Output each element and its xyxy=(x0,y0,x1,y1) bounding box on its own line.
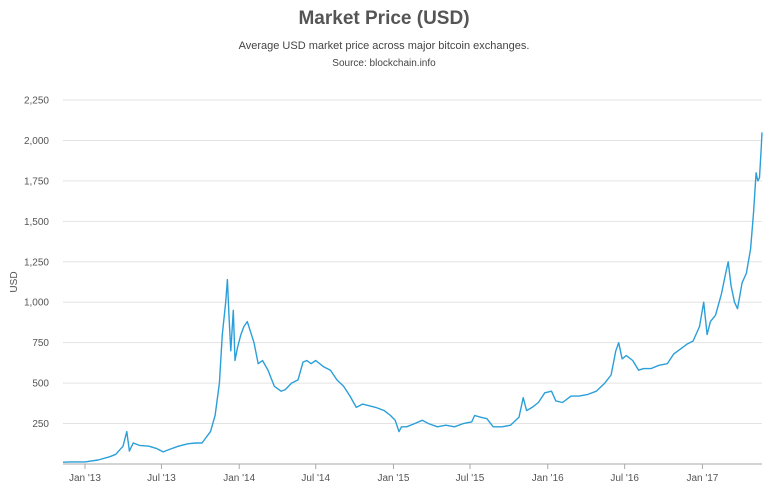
y-tick-label: 250 xyxy=(32,419,49,430)
y-tick-label: 1,750 xyxy=(24,176,49,187)
y-tick-label: 1,000 xyxy=(24,298,49,309)
x-tick-label: Jan '16 xyxy=(532,473,564,484)
chart-title: Market Price (USD) xyxy=(298,8,470,29)
y-tick-label: 500 xyxy=(32,379,49,390)
grid-lines xyxy=(63,99,762,425)
x-tick-label: Jul '15 xyxy=(456,473,485,484)
y-tick-label: 2,000 xyxy=(24,136,49,147)
chart-source: Source: blockchain.info xyxy=(332,58,436,69)
y-axis-label: USD xyxy=(9,271,20,292)
y-tick-label: 2,250 xyxy=(24,96,49,107)
y-tick-label: 750 xyxy=(32,338,49,349)
x-tick-label: Jul '14 xyxy=(301,473,330,484)
x-axis-ticks: Jan '13 Jul '13 Jan '14 Jul '14 Jan '15 Jul '… xyxy=(69,464,719,484)
y-tick-label: 1,500 xyxy=(24,217,49,228)
y-axis-ticks: 250 500 750 1,000 1,250 1,500 1,750 2,000 2,250 xyxy=(24,96,49,431)
x-tick-label: Jan '17 xyxy=(686,473,718,484)
chart-subtitle: Average USD market price across major bi… xyxy=(238,40,530,52)
x-tick-label: Jul '13 xyxy=(147,473,176,484)
x-tick-label: Jul '16 xyxy=(610,473,639,484)
x-tick-label: Jan '15 xyxy=(378,473,410,484)
x-tick-label: Jan '14 xyxy=(223,473,255,484)
x-tick-label: Jan '13 xyxy=(69,473,101,484)
series-line xyxy=(62,132,763,463)
y-tick-label: 1,250 xyxy=(24,257,49,268)
